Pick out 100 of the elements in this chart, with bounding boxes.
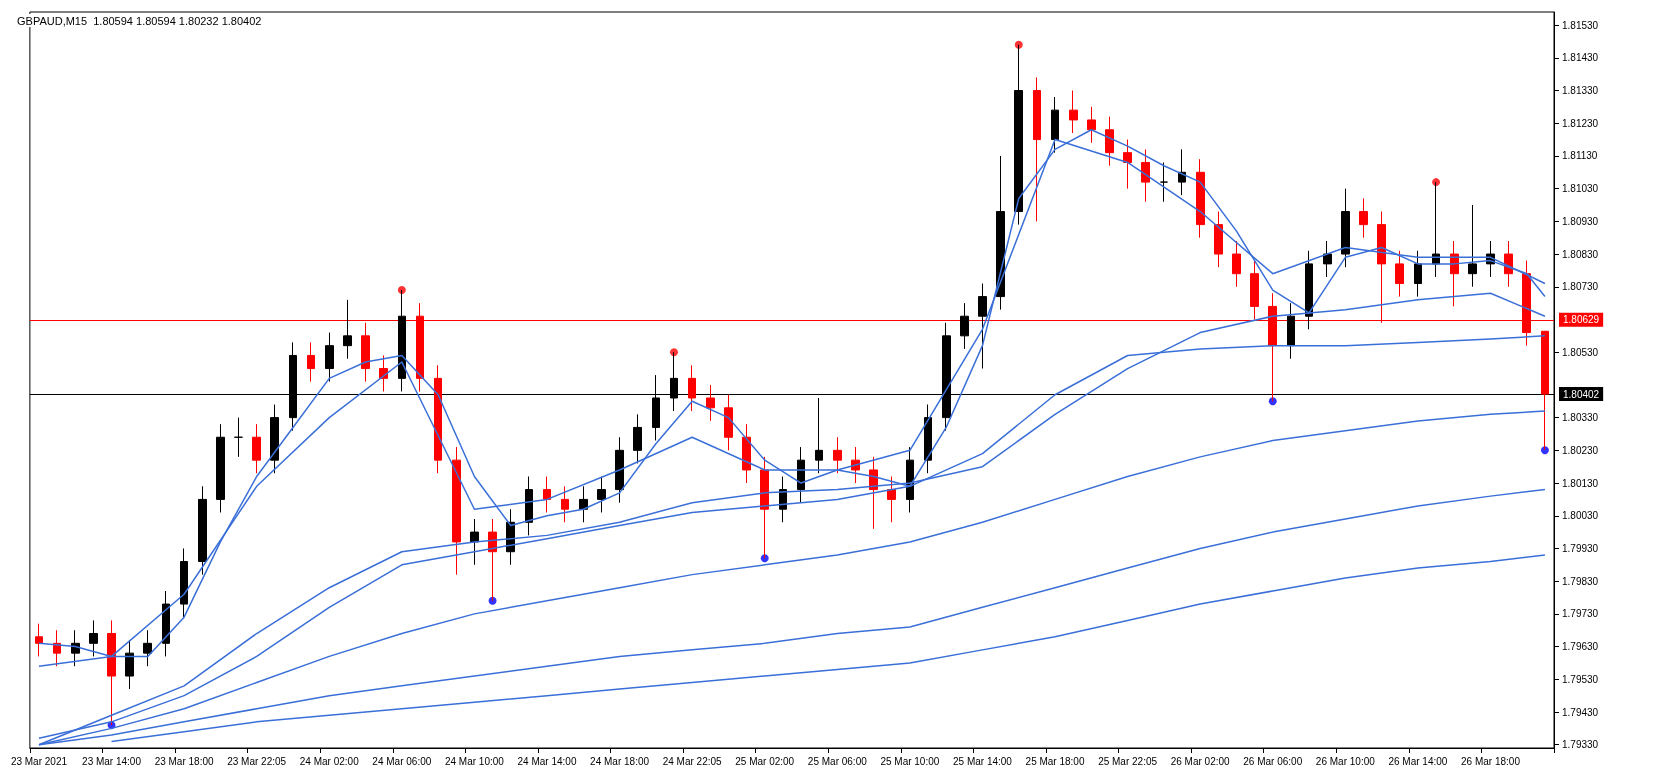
candlestick (1450, 240, 1459, 307)
candlestick (561, 485, 569, 523)
candlestick (1214, 211, 1223, 268)
candlestick (1432, 181, 1440, 278)
ref-line-label: 1.80629 (1563, 314, 1600, 326)
x-tick-label: 24 Mar 18:00 (590, 755, 650, 767)
x-tick-label: 25 Mar 10:00 (880, 755, 940, 767)
candlestick (960, 302, 969, 350)
x-tick-label: 26 Mar 02:00 (1170, 755, 1231, 767)
y-tick-label: 1.79730 (1562, 608, 1599, 620)
candlestick (1033, 76, 1041, 222)
x-tick-label: 24 Mar 10:00 (444, 755, 505, 767)
y-tick-label: 1.80130 (1562, 477, 1599, 489)
candlestick (1232, 240, 1241, 288)
candlestick (180, 547, 188, 618)
y-tick-label: 1.79530 (1562, 673, 1599, 685)
candlestick (1323, 240, 1332, 278)
candlestick (579, 485, 588, 523)
point (397, 286, 406, 295)
candlestick (143, 629, 152, 667)
ref-line-label: 1.80402 (1563, 388, 1600, 400)
candlestick (724, 394, 733, 451)
point (1014, 40, 1023, 49)
candlestick (434, 364, 442, 474)
candlestick (688, 364, 696, 412)
candlestick (89, 619, 98, 657)
candlestick (198, 485, 207, 576)
y-tick-label: 1.80530 (1562, 346, 1599, 358)
candlestick (1341, 188, 1350, 268)
candlestick (35, 623, 43, 657)
candlestick (597, 476, 606, 513)
x-tick-label: 24 Mar 02:00 (299, 755, 360, 767)
y-tick-label: 1.79830 (1562, 575, 1599, 587)
point (1540, 446, 1549, 455)
y-tick-label: 1.79930 (1562, 542, 1599, 554)
candlestick (270, 404, 279, 474)
candlestick (906, 446, 914, 513)
candlestick (1087, 106, 1096, 144)
y-tick-label: 1.81330 (1562, 85, 1599, 97)
point (1268, 397, 1277, 406)
candlestick (1305, 250, 1313, 330)
point (760, 554, 769, 563)
candlestick (1359, 197, 1368, 239)
x-tick-label: 23 Mar 14:00 (82, 755, 142, 767)
candlestick (1395, 250, 1404, 298)
candlestick (452, 446, 461, 576)
candlestick (234, 417, 243, 458)
x-tick-label: 25 Mar 02:00 (735, 755, 795, 767)
x-tick-label: 25 Mar 22:05 (1098, 755, 1158, 767)
x-tick-label: 23 Mar 18:00 (154, 755, 214, 767)
candlestick (398, 289, 406, 392)
candlestick (1250, 260, 1259, 320)
candlestick (1414, 250, 1422, 298)
candlestick (1468, 204, 1477, 288)
chart-title: GBPAUD,M15 1.80594 1.80594 1.80232 1.80402 (17, 14, 262, 27)
x-tick-label: 24 Mar 14:00 (517, 755, 577, 767)
point (670, 348, 678, 357)
x-tick-label: 25 Mar 14:00 (952, 755, 1013, 767)
x-tick-label: 24 Mar 22:05 (662, 755, 723, 767)
candlestick (1160, 161, 1168, 203)
candlestick (887, 476, 896, 523)
candlestick (742, 423, 751, 484)
candlestick (343, 299, 352, 360)
x-tick-label: 26 Mar 14:00 (1388, 755, 1448, 767)
x-tick-label: 25 Mar 06:00 (807, 755, 868, 767)
candlestick (1123, 139, 1132, 190)
y-tick-label: 1.79630 (1562, 641, 1599, 653)
candlestick (252, 423, 261, 474)
y-tick-label: 1.81130 (1562, 150, 1598, 162)
candlestick (1141, 148, 1150, 203)
candlestick (1069, 90, 1078, 134)
y-tick-label: 1.81430 (1562, 52, 1599, 64)
candlestick (978, 283, 987, 370)
point (1432, 178, 1441, 187)
candlestick (706, 384, 715, 422)
candlestick (307, 341, 315, 383)
candlestick (1051, 96, 1059, 154)
candlestick (1105, 116, 1114, 167)
x-tick-label: 23 Mar 2021 (10, 755, 68, 767)
candlestick (361, 322, 370, 383)
candlestick (1287, 302, 1295, 360)
candlestick (633, 413, 642, 464)
candlestick (615, 436, 624, 504)
candlestick (125, 639, 134, 690)
candlestick (470, 518, 479, 566)
x-tick-label: 26 Mar 10:00 (1315, 755, 1376, 767)
y-tick-label: 1.81030 (1562, 183, 1599, 195)
x-tick-label: 26 Mar 18:00 (1461, 755, 1521, 767)
candlestick (924, 404, 932, 474)
y-tick-label: 1.79430 (1562, 706, 1599, 718)
y-tick-label: 1.80030 (1562, 510, 1599, 522)
y-tick-label: 1.81230 (1562, 117, 1599, 129)
x-tick-label: 23 Mar 22:05 (227, 755, 287, 767)
candlestick (543, 476, 551, 513)
candlestick (815, 397, 823, 474)
y-tick-label: 1.79330 (1562, 739, 1599, 751)
y-tick-label: 1.80930 (1562, 215, 1599, 227)
candlestick (525, 476, 533, 536)
candlestick (833, 436, 842, 474)
candlestick (325, 332, 334, 383)
